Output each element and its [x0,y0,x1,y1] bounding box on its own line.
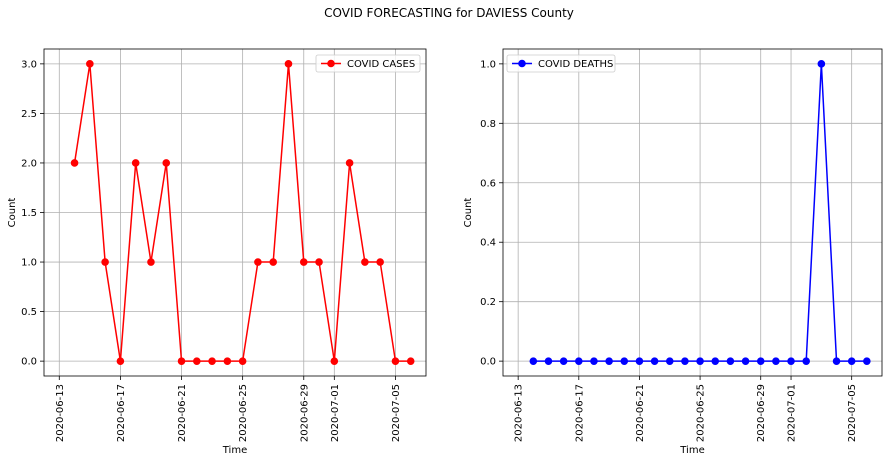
data-point [193,357,201,365]
y-tick-label: 0.2 [480,297,496,308]
data-point [787,357,795,365]
data-point [177,357,186,365]
legend-box [506,54,616,73]
x-axis-label: Time [222,445,247,456]
data-point [863,357,871,365]
y-tick-label: 1.0 [480,59,496,70]
data-point [101,258,109,266]
plot-frame [43,48,427,377]
data-point [208,357,216,365]
data-point [345,159,354,167]
y-tick-label: 0.0 [480,357,496,368]
plot-area [503,49,882,376]
data-point [254,258,262,266]
legend-box [315,54,421,73]
y-tick-label: 0.5 [21,307,37,318]
plot-frame [502,48,883,377]
x-tick-label: 2020-06-29 [756,384,767,442]
data-point [376,258,384,266]
data-point [559,357,568,365]
x-tick-label: 2020-06-13 [55,384,66,442]
data-point [299,258,308,266]
legend-label: COVID DEATHS [538,59,613,70]
cases-chart: 2020-06-13 2020-06-17 2020-06-21 2020-06-25… [7,48,427,456]
x-tick-label: 2020-07-01 [330,384,341,442]
data-point [223,357,232,365]
data-point [70,159,79,167]
data-point [269,258,278,266]
legend-marker [327,59,335,68]
data-point [802,357,811,365]
y-axis-label: Count [7,198,18,228]
y-tick-label: 0.6 [480,178,496,189]
data-point [391,357,400,365]
x-tick-label: 2020-06-17 [116,384,127,442]
legend-marker [518,59,526,68]
data-point [575,357,583,365]
y-tick-label: 2.5 [21,109,37,120]
data-point [590,357,598,365]
data-point [817,60,826,68]
data-point [131,159,140,167]
y-tick-label: 1.5 [21,208,37,219]
x-tick-label: 2020-06-21 [635,384,646,442]
x-tick-label: 2020-07-01 [787,384,798,442]
data-point [544,357,553,365]
data-point [529,357,538,365]
data-point [665,357,674,365]
data-point [162,159,171,167]
data-point [147,258,155,266]
data-point [847,357,856,365]
data-point [605,357,613,365]
data-point [406,357,415,365]
legend-label: COVID CASES [347,59,415,70]
data-point [315,258,323,266]
y-tick-label: 3.0 [21,59,37,70]
data-point [741,357,750,365]
y-tick-label: 0.4 [480,238,496,249]
data-point [650,357,659,365]
legend: COVID CASES [315,54,421,73]
data-point [86,60,94,68]
figure-title: COVID FORECASTING for DAVIESS County [324,6,574,20]
x-tick-label: 2020-07-05 [847,384,858,442]
x-tick-label: 2020-06-13 [514,384,525,442]
x-axis-label: Time [679,445,704,456]
data-point [696,357,704,365]
data-point [681,357,689,365]
x-tick-label: 2020-07-05 [391,384,402,442]
data-point [832,357,841,365]
x-tick-label: 2020-06-25 [238,384,249,442]
data-point [284,60,293,68]
data-point [635,357,644,365]
data-point [238,357,247,365]
x-tick-label: 2020-06-25 [696,384,707,442]
y-tick-label: 0.0 [21,357,37,368]
y-axis-label: Count [463,198,474,228]
data-point [116,357,125,365]
legend: COVID DEATHS [506,54,616,73]
y-tick-label: 2.0 [21,158,37,169]
y-tick-label: 0.8 [480,119,496,130]
data-point [756,357,765,365]
data-point [772,357,780,365]
deaths-chart: 2020-06-13 2020-06-17 2020-06-21 2020-06-25… [463,48,883,456]
data-point [726,357,735,365]
y-tick-label: 1.0 [21,258,37,269]
x-tick-label: 2020-06-17 [574,384,585,442]
data-point [361,258,369,266]
data-point [620,357,629,365]
data-point [330,357,339,365]
x-tick-label: 2020-06-21 [177,384,188,442]
x-tick-label: 2020-06-29 [299,384,310,442]
data-point [711,357,720,365]
